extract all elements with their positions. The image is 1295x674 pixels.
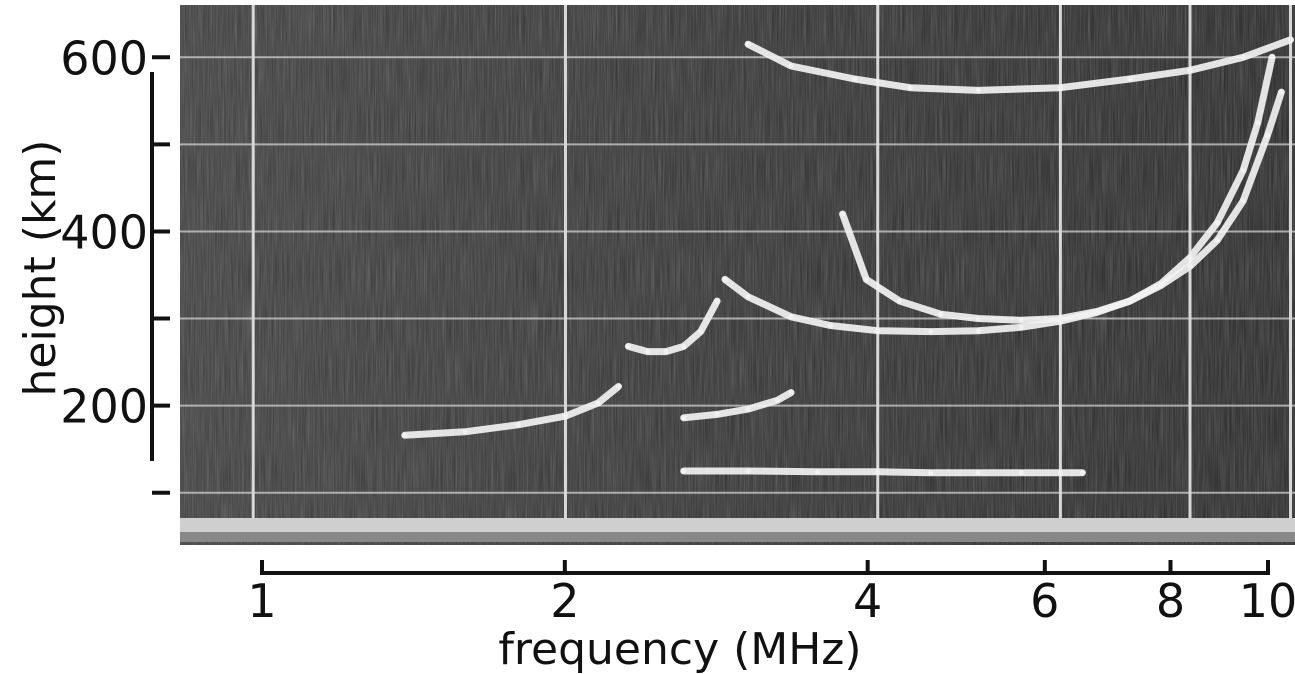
echo-point-5-1 <box>745 468 751 474</box>
x-tick-label-0: 1 <box>247 574 276 628</box>
echo-point-1-3 <box>681 343 687 349</box>
echo-point-2-5 <box>928 329 934 335</box>
echo-point-6-7 <box>1187 67 1193 73</box>
x-tick-label-4: 8 <box>1156 574 1185 628</box>
y-tick-label-1: 200 <box>60 380 148 434</box>
echo-point-3-1 <box>863 276 869 282</box>
baseline-band <box>180 518 1295 532</box>
gridlines <box>180 5 1295 518</box>
echo-point-3-8 <box>1127 298 1133 304</box>
echo-point-6-9 <box>1288 37 1294 43</box>
echo-point-5-4 <box>928 470 934 476</box>
echo-point-0-4 <box>595 400 601 406</box>
echo-point-6-2 <box>852 76 858 82</box>
echo-point-4-0 <box>681 415 687 421</box>
echo-point-2-13 <box>1214 237 1220 243</box>
echo-point-3-13 <box>1255 120 1261 126</box>
echo-point-2-0 <box>722 276 728 282</box>
echo-point-5-6 <box>1018 470 1024 476</box>
echo-point-5-5 <box>975 470 981 476</box>
echo-point-5-7 <box>1057 470 1063 476</box>
x-tick-label-5: 10 <box>1239 574 1295 628</box>
y-tick-label-3: 400 <box>60 205 148 259</box>
echo-point-2-3 <box>827 323 833 329</box>
echo-point-2-14 <box>1240 198 1246 204</box>
baseline-shadow <box>180 532 1295 542</box>
echo-point-0-2 <box>515 422 521 428</box>
echo-point-0-0 <box>402 432 408 438</box>
echo-point-3-7 <box>1093 309 1099 315</box>
echo-trace-1 <box>624 297 721 356</box>
echo-point-2-4 <box>875 328 881 334</box>
echo-point-2-12 <box>1187 263 1193 269</box>
x-axis-ticks: 1 2 4 6 8 10 <box>247 560 1295 628</box>
plot-panel <box>180 5 1295 545</box>
echo-point-0-3 <box>562 413 568 419</box>
echo-point-3-12 <box>1240 167 1246 173</box>
echo-point-5-2 <box>815 469 821 475</box>
echo-point-0-1 <box>462 429 468 435</box>
x-tick-label-2: 4 <box>853 574 882 628</box>
echo-point-6-3 <box>907 85 913 91</box>
echo-point-3-0 <box>840 211 846 217</box>
echo-point-6-5 <box>1057 85 1063 91</box>
plot-texture <box>180 5 1295 545</box>
echo-point-3-9 <box>1158 281 1164 287</box>
echo-point-3-11 <box>1214 220 1220 226</box>
echo-point-1-5 <box>714 298 720 304</box>
echo-point-5-3 <box>875 469 881 475</box>
echo-point-2-16 <box>1278 89 1284 95</box>
x-tick-label-1: 2 <box>550 574 579 628</box>
echo-point-2-2 <box>788 314 794 320</box>
echo-point-2-15 <box>1264 133 1270 139</box>
y-tick-label-5: 600 <box>60 31 148 85</box>
echo-trace-0 <box>401 383 622 439</box>
echo-point-1-4 <box>698 329 704 335</box>
echo-point-6-4 <box>975 87 981 93</box>
echo-point-4-2 <box>745 406 751 412</box>
echo-point-3-3 <box>938 311 944 317</box>
echo-point-4-4 <box>788 390 794 396</box>
echo-point-6-1 <box>788 63 794 69</box>
echo-point-6-8 <box>1240 54 1246 60</box>
y-axis-ticks: 200 400 600 <box>60 31 170 495</box>
y-axis-label: height (km) <box>15 140 66 397</box>
echo-point-3-10 <box>1187 255 1193 261</box>
echo-point-1-2 <box>663 349 669 355</box>
echo-point-3-4 <box>975 316 981 322</box>
x-axis-label: frequency (MHz) <box>498 624 861 674</box>
echo-point-4-1 <box>714 411 720 417</box>
echo-trace-6 <box>744 36 1294 94</box>
echo-point-2-7 <box>1018 324 1024 330</box>
echo-point-3-14 <box>1269 54 1275 60</box>
echo-point-3-5 <box>1018 317 1024 323</box>
echo-point-0-5 <box>616 383 622 389</box>
x-tick-label-3: 6 <box>1030 574 1059 628</box>
echo-point-6-0 <box>745 41 751 47</box>
echo-point-1-0 <box>625 343 631 349</box>
echo-point-3-2 <box>897 298 903 304</box>
x-axis: 1 2 4 6 8 10 frequency (MHz) <box>247 560 1295 674</box>
echo-point-5-0 <box>681 468 687 474</box>
echo-traces <box>401 36 1294 477</box>
echo-point-3-6 <box>1057 316 1063 322</box>
echo-point-2-6 <box>975 328 981 334</box>
echo-point-6-6 <box>1127 76 1133 82</box>
echo-point-4-3 <box>774 397 780 403</box>
echo-point-2-1 <box>745 294 751 300</box>
echo-point-5-8 <box>1079 470 1085 476</box>
y-axis: 200 400 600 height (km) <box>15 31 170 495</box>
echo-point-1-1 <box>645 349 651 355</box>
